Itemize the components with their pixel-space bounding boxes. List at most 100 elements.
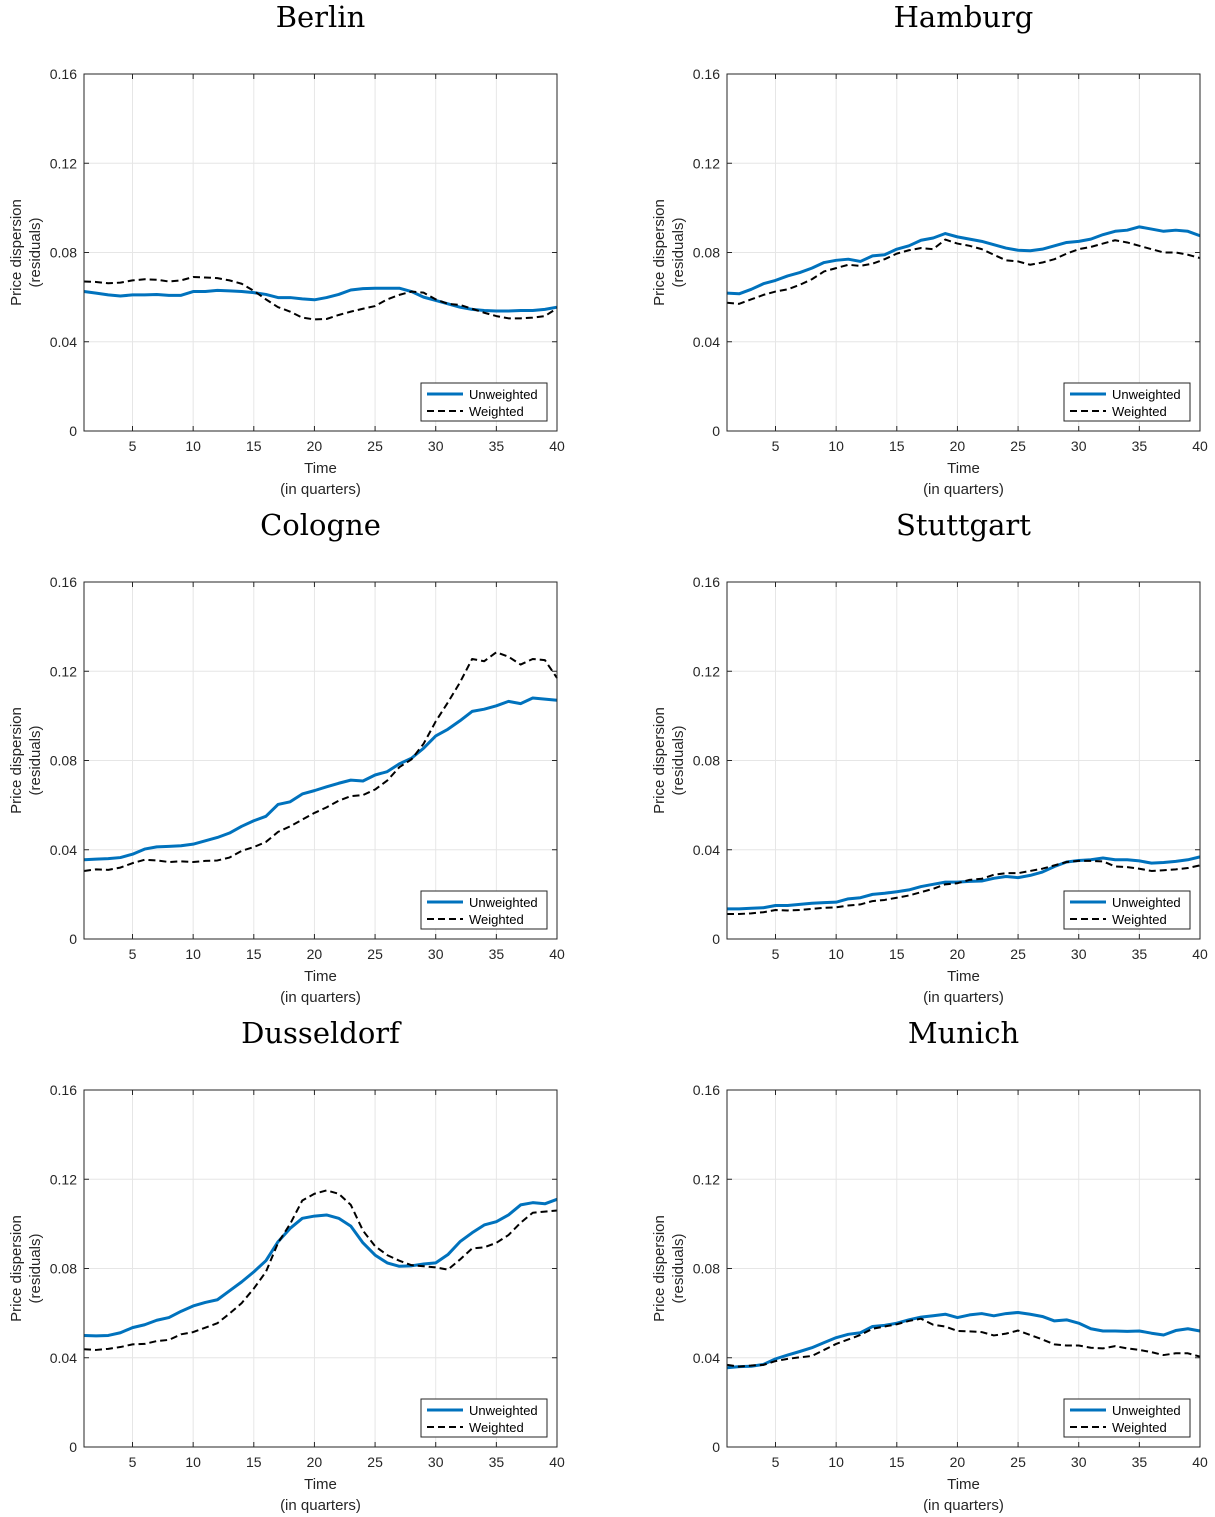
x-tick-label: 10 — [185, 946, 201, 962]
y-tick-label: 0.16 — [693, 574, 720, 590]
y-tick-label: 0.16 — [50, 66, 77, 82]
legend-label-unweighted: Unweighted — [469, 1403, 538, 1418]
x-axis-label: Time — [947, 460, 980, 477]
x-tick-label: 5 — [772, 946, 780, 962]
x-tick-label: 30 — [1071, 946, 1087, 962]
y-tick-label: 0 — [712, 1439, 720, 1455]
legend: Unweighted Weighted — [420, 890, 548, 930]
x-axis-label: Time — [947, 1476, 980, 1493]
x-tick-label: 25 — [1010, 1454, 1026, 1470]
x-axis-label-unit: (in quarters) — [923, 481, 1004, 498]
y-tick-label: 0.08 — [693, 1261, 720, 1277]
series-line-unweighted — [83, 696, 558, 862]
legend-label-unweighted: Unweighted — [1112, 895, 1181, 910]
chart-stuttgart: Stuttgart 5 10 15 20 25 30 35 40 0 0.04 0.08 0.12 0.1… — [651, 508, 1208, 1006]
x-tick-label: 10 — [185, 1454, 201, 1470]
x-tick-label: 10 — [185, 438, 201, 454]
y-tick-label: 0.04 — [50, 334, 77, 350]
x-axis-label: Time — [947, 968, 980, 985]
y-tick-label: 0.08 — [50, 753, 77, 769]
y-tick-label: 0.08 — [693, 753, 720, 769]
x-tick-label: 20 — [950, 438, 966, 454]
x-tick-label: 15 — [246, 438, 262, 454]
x-tick-label: 10 — [828, 946, 844, 962]
legend-box — [1063, 1398, 1191, 1438]
x-tick-label: 35 — [489, 438, 505, 454]
y-tick-label: 0 — [712, 423, 720, 439]
y-tick-label: 0.12 — [693, 1171, 720, 1187]
y-axis-label: Price dispersion (residuals) — [651, 199, 687, 306]
y-tick-label: 0.08 — [693, 245, 720, 261]
legend-label-weighted: Weighted — [1112, 912, 1167, 927]
series-line-weighted — [726, 1317, 1201, 1368]
y-axis-label-line1: Price dispersion — [8, 199, 25, 306]
x-tick-label: 20 — [950, 946, 966, 962]
legend-box — [420, 382, 548, 422]
legend-box — [1063, 382, 1191, 422]
x-axis-label-unit: (in quarters) — [923, 989, 1004, 1006]
y-axis-label-line2: (residuals) — [670, 725, 687, 795]
y-tick-label: 0.12 — [50, 663, 77, 679]
x-tick-label: 30 — [1071, 438, 1087, 454]
x-tick-label: 20 — [950, 1454, 966, 1470]
y-tick-label: 0.12 — [693, 155, 720, 171]
legend-box — [1063, 890, 1191, 930]
series-line-unweighted — [727, 855, 1201, 911]
series-line-unweighted — [83, 1197, 558, 1338]
y-axis-label-line2: (residuals) — [27, 217, 44, 287]
y-axis-label-line1: Price dispersion — [651, 1215, 668, 1322]
y-tick-label: 0.12 — [50, 1171, 77, 1187]
y-tick-label: 0.12 — [50, 155, 77, 171]
y-tick-label: 0.04 — [693, 334, 720, 350]
x-tick-label: 25 — [1010, 438, 1026, 454]
legend: Unweighted Weighted — [1063, 890, 1191, 930]
x-tick-label: 40 — [549, 438, 565, 454]
y-axis-label-line2: (residuals) — [670, 217, 687, 287]
legend-label-unweighted: Unweighted — [1112, 1403, 1181, 1418]
x-tick-label: 35 — [1132, 946, 1148, 962]
x-tick-label: 25 — [367, 1454, 383, 1470]
y-tick-label: 0.16 — [693, 1082, 720, 1098]
legend: Unweighted Weighted — [420, 382, 548, 422]
chart-munich: Munich 5 10 15 20 25 30 35 40 0 0.04 0.08 0.12 0.16 Ti… — [651, 1016, 1208, 1514]
legend: Unweighted Weighted — [1063, 382, 1191, 422]
y-tick-label: 0 — [69, 423, 77, 439]
x-axis-label-unit: (in quarters) — [280, 1497, 361, 1514]
y-axis-label-line2: (residuals) — [27, 725, 44, 795]
y-axis-label: Price dispersion (residuals) — [651, 707, 687, 814]
y-tick-label: 0.04 — [693, 842, 720, 858]
x-tick-label: 20 — [307, 1454, 323, 1470]
legend-label-weighted: Weighted — [1112, 404, 1167, 419]
x-tick-label: 15 — [889, 438, 905, 454]
series-line-unweighted — [726, 1310, 1201, 1370]
chart-cologne: Cologne 5 10 15 20 25 30 35 40 0 0.04 0.08 0.12 0.16 T… — [8, 508, 565, 1006]
series-line-weighted — [726, 238, 1201, 305]
x-axis-label-unit: (in quarters) — [280, 481, 361, 498]
y-tick-label: 0 — [69, 931, 77, 947]
x-tick-label: 20 — [307, 946, 323, 962]
y-tick-label: 0.12 — [693, 663, 720, 679]
legend-label-unweighted: Unweighted — [469, 387, 538, 402]
series-line-weighted — [727, 859, 1201, 916]
x-axis-label: Time — [304, 1476, 337, 1493]
x-tick-label: 15 — [246, 1454, 262, 1470]
series-line-unweighted — [726, 225, 1201, 296]
x-tick-label: 35 — [489, 1454, 505, 1470]
y-tick-label: 0 — [69, 1439, 77, 1455]
y-axis-label: Price dispersion (residuals) — [8, 707, 44, 814]
y-tick-label: 0.04 — [50, 842, 77, 858]
series-line-weighted — [83, 651, 558, 872]
y-axis-label-line1: Price dispersion — [8, 1215, 25, 1322]
chart-title: Munich — [908, 1016, 1019, 1050]
x-tick-label: 40 — [1192, 946, 1208, 962]
x-tick-label: 20 — [307, 438, 323, 454]
y-axis-label: Price dispersion (residuals) — [8, 199, 44, 306]
legend-label-weighted: Weighted — [469, 912, 524, 927]
x-tick-label: 35 — [1132, 438, 1148, 454]
x-tick-label: 30 — [428, 438, 444, 454]
x-tick-label: 15 — [246, 946, 262, 962]
chart-title: Hamburg — [894, 0, 1034, 34]
chart-title: Berlin — [276, 0, 366, 34]
x-tick-label: 40 — [549, 1454, 565, 1470]
